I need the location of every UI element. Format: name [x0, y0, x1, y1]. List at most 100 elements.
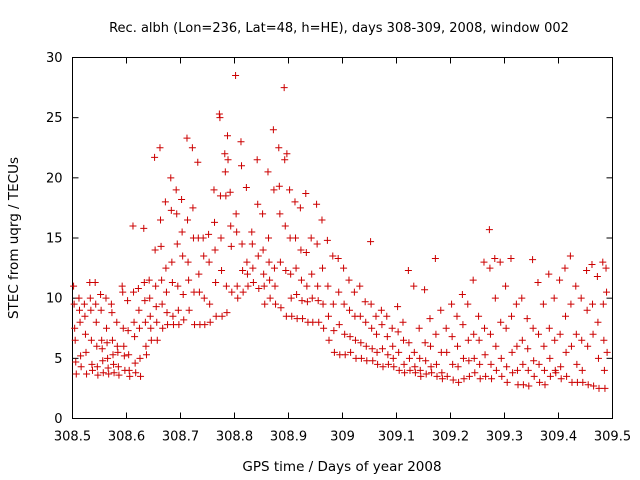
- data-point: [161, 198, 169, 206]
- data-point: [167, 174, 175, 182]
- data-point: [314, 297, 322, 305]
- data-point: [512, 300, 520, 308]
- data-point: [223, 132, 231, 140]
- data-point: [539, 300, 547, 308]
- data-point: [132, 369, 140, 377]
- data-point: [211, 218, 219, 226]
- data-point: [449, 360, 457, 368]
- data-point: [325, 336, 333, 344]
- data-point: [319, 300, 327, 308]
- data-point: [482, 372, 490, 380]
- x-axis-label: GPS time / Days of year 2008: [242, 459, 441, 475]
- data-point: [485, 226, 493, 234]
- data-point: [283, 150, 291, 158]
- data-point: [298, 297, 306, 305]
- x-tick-label: 308.5: [54, 430, 91, 445]
- data-point: [185, 306, 193, 314]
- data-point: [557, 375, 565, 383]
- data-point: [368, 324, 376, 332]
- data-point: [275, 182, 283, 190]
- data-point: [130, 318, 138, 326]
- data-point: [215, 110, 223, 118]
- data-point: [232, 72, 240, 80]
- data-point: [223, 309, 231, 317]
- data-point: [421, 339, 429, 347]
- x-tick-label: 309.1: [378, 430, 415, 445]
- data-point: [362, 342, 370, 350]
- data-point: [487, 360, 495, 368]
- data-point: [508, 312, 516, 320]
- data-point: [308, 294, 316, 302]
- data-point: [164, 321, 172, 329]
- data-point: [438, 369, 446, 377]
- data-point: [377, 306, 385, 314]
- data-point: [81, 312, 89, 320]
- data-point: [411, 363, 419, 371]
- data-point: [363, 357, 371, 365]
- data-point: [502, 324, 510, 332]
- data-point: [421, 286, 429, 294]
- data-point: [87, 336, 95, 344]
- data-point: [87, 306, 95, 314]
- y-tick-label: 5: [54, 352, 62, 367]
- data-point: [126, 372, 134, 380]
- data-point: [318, 216, 326, 224]
- data-point: [156, 144, 164, 152]
- data-point: [577, 294, 585, 302]
- data-point: [221, 168, 229, 176]
- data-point: [486, 330, 494, 338]
- data-point: [104, 364, 112, 372]
- data-point: [120, 342, 128, 350]
- data-point: [432, 360, 440, 368]
- data-point: [234, 294, 242, 302]
- data-point: [205, 258, 213, 266]
- data-point: [184, 216, 192, 224]
- data-point: [97, 291, 105, 299]
- data-point: [584, 342, 592, 350]
- data-point: [282, 266, 290, 274]
- data-point: [275, 144, 283, 152]
- data-point: [261, 300, 269, 308]
- data-point: [594, 354, 602, 362]
- data-point: [162, 264, 170, 272]
- data-point: [519, 381, 527, 389]
- data-point: [185, 276, 193, 284]
- data-point: [102, 294, 110, 302]
- data-point: [114, 348, 122, 356]
- data-point: [448, 333, 456, 341]
- data-point: [601, 384, 609, 392]
- data-point: [233, 282, 241, 290]
- data-point: [334, 254, 342, 262]
- data-point: [201, 321, 209, 329]
- data-point: [72, 370, 80, 378]
- data-point: [593, 273, 601, 281]
- data-point: [288, 312, 296, 320]
- data-point: [470, 330, 478, 338]
- data-point: [124, 327, 132, 335]
- data-point: [303, 298, 311, 306]
- data-point: [105, 370, 113, 378]
- data-point: [458, 291, 466, 299]
- data-point: [600, 336, 608, 344]
- data-point: [238, 240, 246, 248]
- data-point: [503, 378, 511, 386]
- data-point: [315, 318, 323, 326]
- data-point: [124, 297, 132, 305]
- data-point: [330, 327, 338, 335]
- data-point: [183, 134, 191, 142]
- data-point: [103, 339, 111, 347]
- data-point: [599, 258, 607, 266]
- data-point: [146, 312, 154, 320]
- data-point: [266, 294, 274, 302]
- data-point: [438, 375, 446, 383]
- x-tick-label: 308.7: [162, 430, 199, 445]
- data-point: [113, 342, 121, 350]
- data-point: [265, 234, 273, 242]
- data-point: [379, 363, 387, 371]
- data-point: [200, 252, 208, 260]
- data-point: [437, 306, 445, 314]
- data-point: [233, 228, 241, 236]
- data-point: [199, 234, 207, 242]
- data-point: [287, 270, 295, 278]
- x-tick-label: 308.9: [270, 430, 307, 445]
